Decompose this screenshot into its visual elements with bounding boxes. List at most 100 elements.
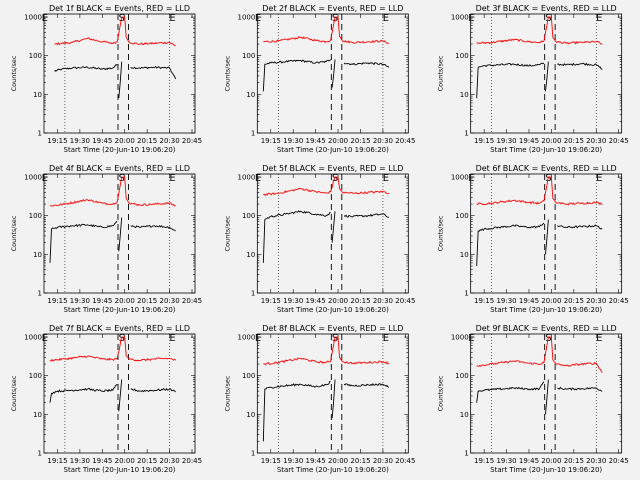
x-tick-label: 20:15	[350, 137, 370, 145]
y-tick-label: 1000	[238, 334, 256, 342]
x-tick-label: 20:00	[541, 297, 561, 305]
x-tick-label: 20:00	[328, 137, 348, 145]
y-tick-label: 100	[455, 52, 468, 60]
chart-panel: Det 1f BLACK = Events, RED = LLD 1 10 100 10…	[10, 4, 202, 154]
chart-panel: Det 5f BLACK = Events, RED = LLD 1 10 100 10…	[223, 164, 415, 314]
x-tick-label: 20:15	[350, 457, 370, 465]
events-series-line	[262, 59, 331, 92]
y-axis-label: Counts/sec	[223, 55, 231, 91]
time-marker-label: E	[42, 173, 48, 184]
y-tick-label: 1	[251, 290, 255, 298]
y-tick-label: 1	[251, 130, 255, 138]
y-tick-label: 10	[33, 411, 42, 419]
x-tick-label: 20:15	[137, 137, 157, 145]
x-tick-label: 20:45	[609, 137, 629, 145]
x-tick-label: 20:45	[182, 137, 202, 145]
x-axis-label: Start Time (20-Jun-10 19:06:20)	[64, 466, 176, 474]
plot-frame	[470, 13, 623, 134]
time-marker-label: E	[383, 13, 389, 24]
x-axis-label: Start Time (20-Jun-10 19:06:20)	[64, 146, 176, 154]
x-tick-label: 20:45	[182, 457, 202, 465]
time-marker-label: E	[383, 333, 389, 344]
x-tick-label: 19:45	[92, 457, 112, 465]
y-tick-label: 10	[246, 251, 255, 259]
x-axis-label: Start Time (20-Jun-10 19:06:20)	[490, 146, 602, 154]
x-tick-label: 19:30	[70, 137, 90, 145]
chart-panel: Det 9f BLACK = Events, RED = LLD 1 10 100 10…	[437, 324, 629, 474]
lld-series-line	[263, 176, 390, 197]
x-tick-label: 20:30	[159, 297, 179, 305]
x-tick-label: 20:45	[395, 137, 415, 145]
x-tick-label: 20:00	[328, 457, 348, 465]
plot-frame	[43, 13, 196, 134]
y-tick-label: 100	[242, 372, 255, 380]
events-series-line	[49, 383, 118, 403]
x-tick-label: 20:15	[137, 457, 157, 465]
time-marker-label: E	[468, 333, 474, 344]
x-tick-label: 20:00	[541, 457, 561, 465]
x-tick-label: 19:45	[92, 137, 112, 145]
time-marker-label: E	[42, 13, 48, 24]
x-tick-label: 19:15	[261, 137, 281, 145]
lld-series-line	[263, 336, 390, 366]
y-axis-label: Counts/sec	[223, 375, 231, 411]
x-tick-label: 19:15	[474, 297, 494, 305]
y-tick-label: 1000	[238, 14, 256, 22]
x-tick-label: 19:45	[519, 297, 539, 305]
events-series-line	[49, 221, 118, 263]
x-tick-label: 20:15	[564, 457, 584, 465]
events-series-line	[262, 210, 331, 263]
time-marker-label: E	[42, 333, 48, 344]
x-tick-label: 19:15	[261, 457, 281, 465]
chart-panel: Det 3f BLACK = Events, RED = LLD 1 10 100 10…	[437, 4, 629, 154]
events-series-line	[331, 379, 336, 419]
events-series-line	[130, 224, 176, 232]
x-tick-label: 20:15	[350, 297, 370, 305]
lld-series-line	[54, 16, 176, 47]
y-tick-label: 1	[38, 130, 42, 138]
x-tick-label: 19:30	[70, 297, 90, 305]
y-tick-label: 100	[29, 212, 42, 220]
x-tick-label: 20:30	[586, 137, 606, 145]
chart-title: Det 4f BLACK = Events, RED = LLD	[49, 164, 190, 173]
y-tick-label: 10	[33, 91, 42, 99]
time-marker-label: E	[468, 173, 474, 184]
x-tick-label: 19:45	[306, 297, 326, 305]
events-series-line	[54, 63, 118, 72]
events-series-line	[130, 65, 177, 80]
plot-frame	[43, 333, 196, 454]
events-series-line	[476, 62, 545, 99]
time-marker-label: E	[468, 13, 474, 24]
x-axis-label: Start Time (20-Jun-10 19:06:20)	[490, 306, 602, 314]
events-series-line	[331, 59, 336, 88]
y-axis-label: Counts/sec	[437, 375, 445, 411]
lld-series-line	[263, 16, 389, 44]
chart-title: Det 3f BLACK = Events, RED = LLD	[476, 4, 617, 13]
chart-panel: Det 4f BLACK = Events, RED = LLD 1 10 100 10…	[10, 164, 202, 314]
events-series-line	[118, 217, 123, 252]
time-marker-label: E	[255, 333, 261, 344]
y-tick-label: 10	[246, 411, 255, 419]
chart-title: Det 9f BLACK = Events, RED = LLD	[476, 324, 617, 333]
y-tick-label: 1000	[24, 334, 42, 342]
lld-series-line	[49, 336, 176, 362]
events-series-line	[476, 222, 545, 267]
chart-title: Det 7f BLACK = Events, RED = LLD	[49, 324, 190, 333]
y-tick-label: 10	[246, 91, 255, 99]
time-marker-label: E	[169, 333, 175, 344]
y-tick-label: 10	[460, 411, 469, 419]
time-marker-label: E	[255, 173, 261, 184]
x-tick-label: 19:45	[306, 137, 326, 145]
x-tick-label: 20:00	[115, 457, 135, 465]
y-axis-label: Counts/sec	[10, 375, 18, 411]
plot-frame	[470, 333, 623, 454]
lld-series-line	[476, 336, 603, 373]
x-tick-label: 20:00	[541, 137, 561, 145]
time-marker-label: E	[596, 13, 602, 24]
y-tick-label: 100	[455, 372, 468, 380]
chart-title: Det 1f BLACK = Events, RED = LLD	[49, 4, 190, 13]
time-marker-label: E	[169, 173, 175, 184]
events-series-line	[343, 213, 390, 218]
